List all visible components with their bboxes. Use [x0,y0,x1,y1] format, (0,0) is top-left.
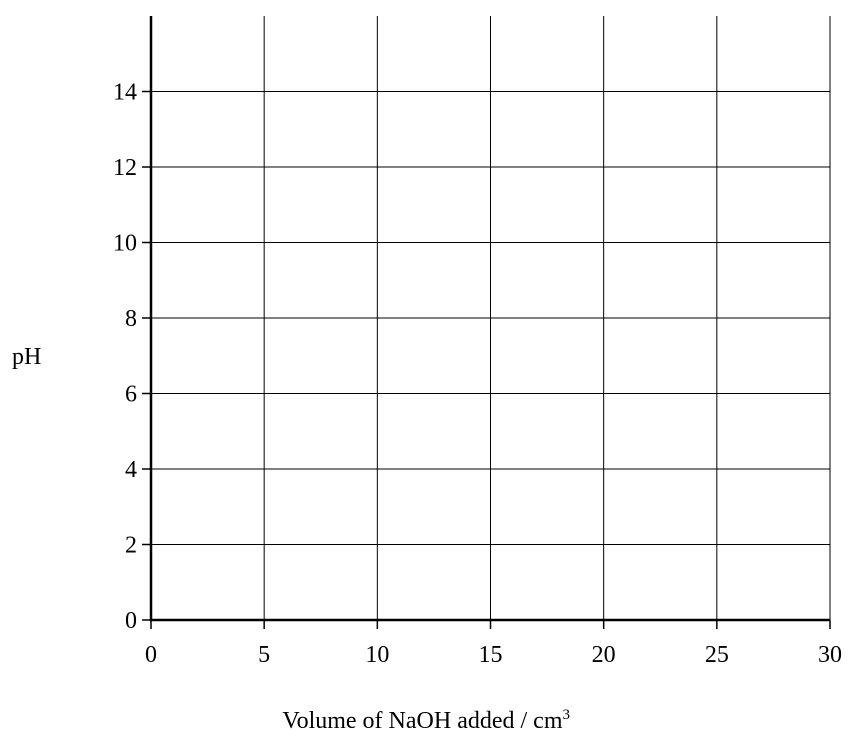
x-tick-label: 25 [705,642,729,668]
y-tick-label: 2 [125,533,137,559]
x-tick-label: 5 [258,642,270,668]
x-tick-label: 10 [365,642,389,668]
y-tick-label: 8 [125,306,137,332]
y-tick-label: 10 [113,231,137,257]
x-axis-title: Volume of NaOH added / cm3 [282,707,570,734]
y-axis-ticks: 0 2 4 6 8 10 12 14 [113,80,151,634]
x-axis-title-superscript: 3 [563,707,571,723]
grid-lines [151,16,831,620]
y-tick-label: 6 [125,382,137,408]
x-tick-label: 30 [818,642,842,668]
x-tick-label: 20 [592,642,616,668]
x-tick-label: 0 [145,642,157,668]
y-tick-label: 14 [113,80,137,106]
x-axis-ticks: 0 5 10 15 20 25 30 [145,620,842,668]
y-tick-label: 12 [113,155,137,181]
y-axis-title: pH [12,344,41,370]
x-axis-title-text: Volume of NaOH added / cm [282,708,562,734]
y-tick-label: 4 [125,457,137,483]
y-tick-label: 0 [125,608,137,634]
x-tick-label: 15 [479,642,503,668]
